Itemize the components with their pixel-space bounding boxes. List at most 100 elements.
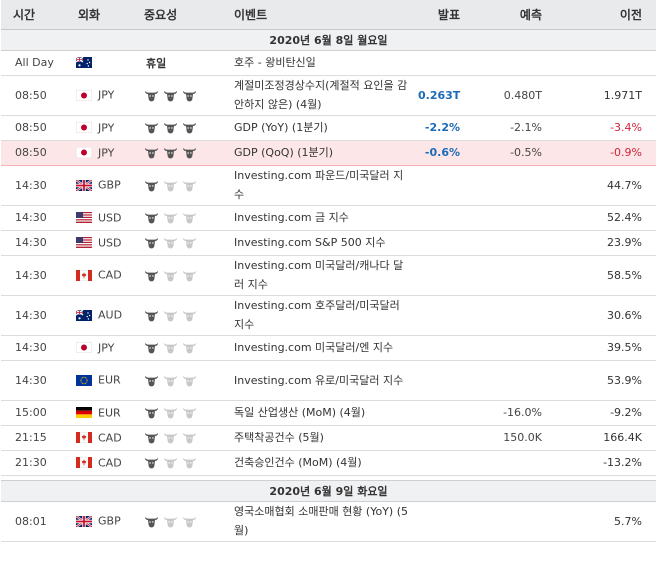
- event-row[interactable]: 14:30 USD Investing.com S&P 500 지수 23.9%: [1, 230, 656, 256]
- event-name[interactable]: Investing.com 호주달러/미국달러 지수: [224, 295, 418, 336]
- event-time: 08:50: [1, 115, 64, 141]
- event-name[interactable]: Investing.com 파운드/미국달러 지수: [224, 165, 418, 206]
- event-name[interactable]: 영국소매협회 소매판매 현황 (YoY) (5월): [224, 501, 418, 542]
- event-name-text[interactable]: 호주 - 왕비탄신일: [234, 56, 316, 69]
- eu-flag-icon: [76, 374, 92, 386]
- event-previous: 30.6%: [556, 295, 656, 336]
- bull-icon: [144, 90, 159, 102]
- canada-flag-icon: [76, 269, 92, 281]
- event-name-text[interactable]: 주택착공건수 (5월): [234, 431, 324, 444]
- usa-flag-icon: [76, 212, 92, 224]
- event-row[interactable]: 14:30 CAD Investing.com 미국달러/캐나다 달러 지수 58.5…: [1, 255, 656, 296]
- event-name[interactable]: 건축승인건수 (MoM) (4월): [224, 450, 418, 476]
- event-name[interactable]: 독일 산업생산 (MoM) (4월): [224, 400, 418, 426]
- bull-icon: [144, 432, 159, 444]
- event-importance: [132, 165, 224, 206]
- currency-code: CAD: [98, 456, 122, 470]
- header-event[interactable]: 이벤트: [224, 0, 418, 30]
- event-name-text[interactable]: 영국소매협회 소매판매 현황 (YoY) (5월): [234, 505, 409, 537]
- event-row[interactable]: 21:30 CAD 건축승인건수 (MoM) (4월) -13.2%: [1, 450, 656, 476]
- event-name-text[interactable]: 독일 산업생산 (MoM) (4월): [234, 406, 366, 419]
- event-name[interactable]: Investing.com S&P 500 지수: [224, 230, 418, 256]
- bull-icon: [182, 180, 197, 192]
- bull-icon: [182, 407, 197, 419]
- event-row[interactable]: 21:15 CAD 주택착공건수 (5월) 150.0K 166.4K: [1, 425, 656, 451]
- event-row[interactable]: 08:50 JPY GDP (YoY) (1분기) -2.2% -2.1% -3.4%: [1, 115, 656, 141]
- header-forecast[interactable]: 예측: [472, 0, 556, 30]
- event-name-text[interactable]: 건축승인건수 (MoM) (4월): [234, 456, 362, 469]
- event-name-text[interactable]: Investing.com 유로/미국달러 지수: [234, 373, 404, 387]
- event-name-text[interactable]: Investing.com 미국달러/캐나다 달러 지수: [234, 259, 404, 291]
- event-row[interactable]: 14:30 AUD Investing.com 호주달러/미국달러 지수 30.6%: [1, 295, 656, 336]
- event-name-text[interactable]: GDP (YoY) (1분기): [234, 121, 328, 134]
- event-row[interactable]: 14:30 EUR Investing.com 유로/미국달러 지수 53.9%: [1, 360, 656, 401]
- currency-code: JPY: [98, 88, 115, 102]
- event-actual: [418, 400, 472, 426]
- event-actual: [418, 50, 472, 76]
- event-time: 14:30: [1, 205, 64, 231]
- bull-icon: [144, 375, 159, 387]
- event-row[interactable]: 08:50 JPY 계절미조정경상수지(계절적 요인을 감안하지 않은) (4월) 0…: [1, 75, 656, 116]
- header-previous[interactable]: 이전: [556, 0, 656, 30]
- event-row[interactable]: 08:50 JPY GDP (QoQ) (1분기) -0.6% -0.5% -0.9%: [1, 139, 656, 166]
- event-name-text[interactable]: Investing.com 금 지수: [234, 211, 349, 224]
- event-importance: [132, 75, 224, 116]
- bull-icon: [182, 122, 197, 134]
- currency-code: JPY: [98, 341, 115, 355]
- australia-flag-icon: [76, 57, 92, 69]
- currency-code: GBP: [98, 178, 121, 192]
- event-importance: [132, 205, 224, 231]
- bull-icon: [144, 180, 159, 192]
- event-previous: 39.5%: [556, 335, 656, 361]
- event-name-text[interactable]: Investing.com 파운드/미국달러 지수: [234, 169, 404, 201]
- event-name-text[interactable]: 계절미조정경상수지(계절적 요인을 감안하지 않은) (4월): [234, 79, 408, 111]
- event-name[interactable]: Investing.com 금 지수: [224, 205, 418, 231]
- bull-icon: [163, 122, 178, 134]
- event-importance: [132, 295, 224, 336]
- event-actual: [418, 360, 472, 401]
- event-name[interactable]: 계절미조정경상수지(계절적 요인을 감안하지 않은) (4월): [224, 75, 418, 116]
- event-name[interactable]: GDP (QoQ) (1분기): [224, 139, 418, 166]
- bull-icon: [163, 90, 178, 102]
- event-row[interactable]: 08:01 GBP 영국소매협회 소매판매 현황 (YoY) (5월) 5.7%: [1, 501, 656, 542]
- event-currency: USD: [64, 205, 132, 231]
- header-time[interactable]: 시간: [1, 0, 64, 30]
- event-actual: [418, 230, 472, 256]
- event-forecast: 0.480T: [472, 75, 556, 116]
- event-row[interactable]: 14:30 JPY Investing.com 미국달러/엔 지수 39.5%: [1, 335, 656, 361]
- event-previous: -3.4%: [556, 115, 656, 141]
- event-row[interactable]: 14:30 GBP Investing.com 파운드/미국달러 지수 44.7%: [1, 165, 656, 206]
- header-currency[interactable]: 외화: [64, 0, 132, 30]
- event-currency: JPY: [64, 335, 132, 361]
- event-row[interactable]: 15:00 EUR 독일 산업생산 (MoM) (4월) -16.0% -9.2%: [1, 400, 656, 426]
- canada-flag-icon: [76, 432, 92, 444]
- event-name[interactable]: 호주 - 왕비탄신일: [224, 50, 418, 76]
- event-row[interactable]: All Day 휴일 호주 - 왕비탄신일: [1, 50, 656, 76]
- event-name[interactable]: Investing.com 미국달러/엔 지수: [224, 335, 418, 361]
- event-previous: 166.4K: [556, 425, 656, 451]
- holiday-label: 휴일: [146, 56, 167, 70]
- bull-icon: [182, 432, 197, 444]
- bull-icon: [182, 457, 197, 469]
- event-name[interactable]: Investing.com 미국달러/캐나다 달러 지수: [224, 255, 418, 296]
- bull-icon: [144, 147, 159, 159]
- event-importance: [132, 139, 224, 166]
- event-name-text[interactable]: Investing.com 호주달러/미국달러 지수: [234, 299, 400, 331]
- event-name-text[interactable]: GDP (QoQ) (1분기): [234, 146, 334, 159]
- event-name[interactable]: Investing.com 유로/미국달러 지수: [224, 360, 418, 401]
- event-name-text[interactable]: Investing.com S&P 500 지수: [234, 236, 386, 249]
- header-importance[interactable]: 중요성: [132, 0, 224, 30]
- header-actual[interactable]: 발표: [418, 0, 472, 30]
- date-label: 2020년 6월 9일 화요일: [1, 479, 656, 502]
- event-name-text[interactable]: Investing.com 미국달러/엔 지수: [234, 341, 394, 354]
- bull-icon: [144, 237, 159, 249]
- event-name[interactable]: 주택착공건수 (5월): [224, 425, 418, 451]
- event-importance: [132, 115, 224, 141]
- event-name[interactable]: GDP (YoY) (1분기): [224, 115, 418, 141]
- event-row[interactable]: 14:30 USD Investing.com 금 지수 52.4%: [1, 205, 656, 231]
- event-actual: -0.6%: [418, 139, 472, 166]
- japan-flag-icon: [76, 122, 92, 134]
- event-currency: GBP: [64, 165, 132, 206]
- event-previous: 23.9%: [556, 230, 656, 256]
- calendar-body: 2020년 6월 8일 월요일 All Day 휴일 호주 - 왕비탄신일 08:50 J…: [1, 28, 656, 542]
